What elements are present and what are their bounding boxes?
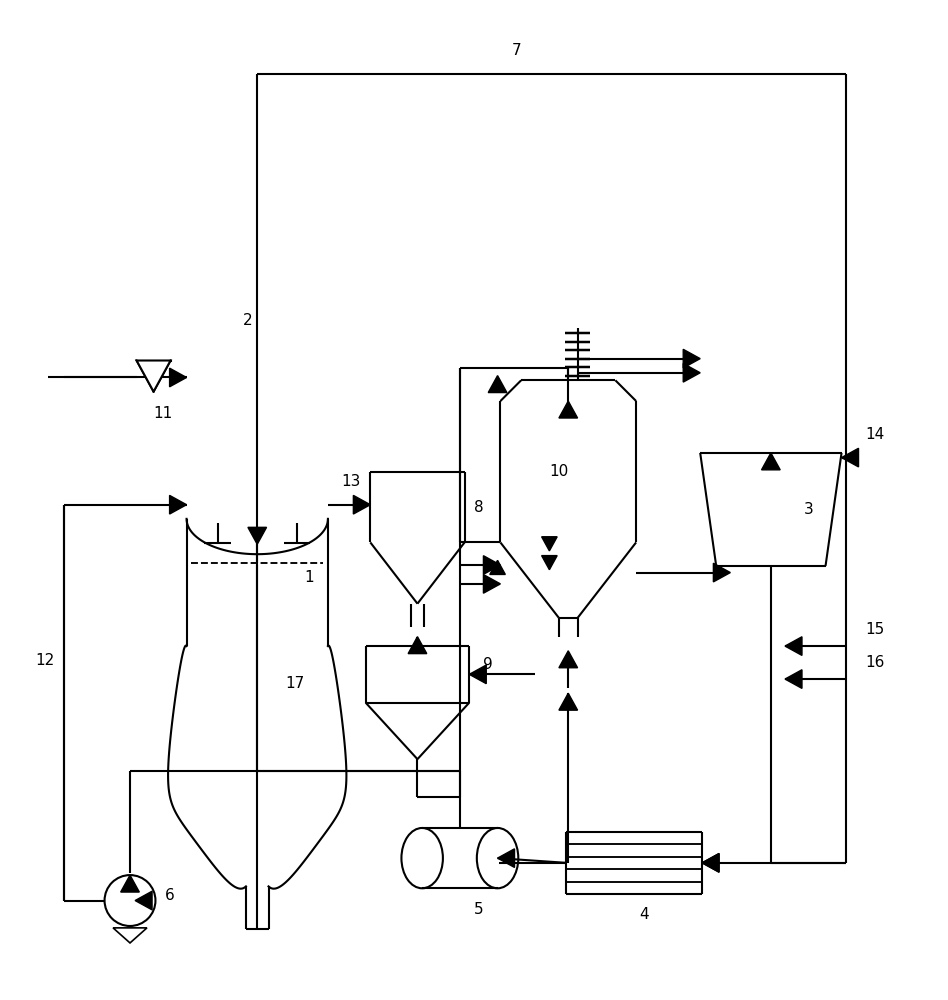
Polygon shape bbox=[559, 401, 577, 418]
Text: 13: 13 bbox=[342, 474, 361, 489]
Text: 7: 7 bbox=[512, 43, 521, 58]
Polygon shape bbox=[498, 849, 515, 867]
Text: 9: 9 bbox=[483, 657, 493, 672]
Polygon shape bbox=[714, 563, 730, 582]
Polygon shape bbox=[702, 854, 719, 872]
Polygon shape bbox=[170, 495, 187, 514]
Text: 1: 1 bbox=[304, 570, 314, 585]
Polygon shape bbox=[785, 637, 802, 655]
Polygon shape bbox=[842, 448, 859, 467]
Polygon shape bbox=[483, 575, 501, 593]
Polygon shape bbox=[559, 693, 577, 710]
Text: 5: 5 bbox=[474, 902, 483, 917]
Text: 2: 2 bbox=[243, 313, 252, 328]
Polygon shape bbox=[785, 670, 802, 688]
Polygon shape bbox=[761, 453, 780, 470]
Text: 4: 4 bbox=[639, 907, 648, 922]
Text: 11: 11 bbox=[154, 406, 173, 421]
Polygon shape bbox=[248, 527, 266, 544]
Polygon shape bbox=[113, 928, 147, 943]
Polygon shape bbox=[409, 637, 427, 654]
Text: 10: 10 bbox=[549, 464, 569, 479]
Text: 16: 16 bbox=[865, 655, 884, 670]
Polygon shape bbox=[702, 854, 719, 872]
Polygon shape bbox=[170, 368, 187, 387]
Polygon shape bbox=[541, 537, 557, 551]
Polygon shape bbox=[490, 560, 505, 574]
Text: 6: 6 bbox=[165, 888, 174, 903]
Polygon shape bbox=[469, 665, 486, 684]
Text: 17: 17 bbox=[285, 676, 304, 691]
Polygon shape bbox=[137, 361, 171, 392]
Polygon shape bbox=[684, 363, 701, 382]
Polygon shape bbox=[354, 495, 371, 514]
Polygon shape bbox=[541, 556, 557, 570]
Polygon shape bbox=[684, 349, 701, 368]
Polygon shape bbox=[488, 376, 507, 393]
Polygon shape bbox=[483, 556, 501, 574]
Polygon shape bbox=[559, 651, 577, 668]
Text: 12: 12 bbox=[36, 653, 55, 668]
Text: 15: 15 bbox=[865, 622, 884, 637]
Text: 8: 8 bbox=[474, 500, 483, 515]
Polygon shape bbox=[120, 875, 139, 892]
Text: 14: 14 bbox=[865, 427, 884, 442]
Polygon shape bbox=[136, 891, 152, 910]
Text: 3: 3 bbox=[804, 502, 813, 517]
